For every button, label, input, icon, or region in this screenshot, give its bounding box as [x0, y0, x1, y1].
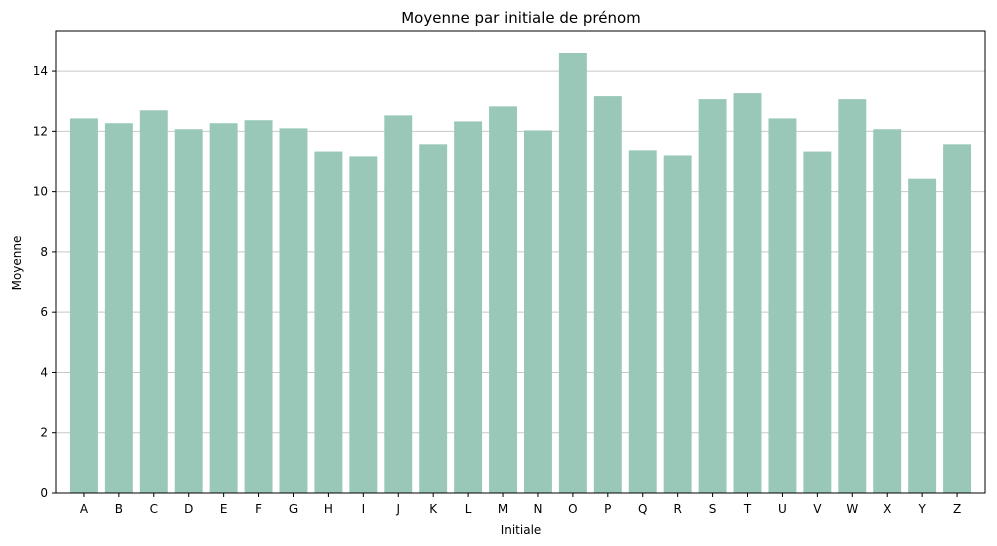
bar-R — [663, 155, 692, 493]
y-tick-label: 8 — [40, 245, 48, 259]
bar-V — [803, 151, 832, 493]
plot-frame — [55, 30, 986, 494]
x-tick-label-S: S — [709, 502, 717, 516]
bar-G — [279, 128, 308, 493]
x-tick-label-V: V — [813, 502, 822, 516]
x-tick-labels: A B C D E F G H I J K L M N O P Q R S T U V W X Y Z — [80, 493, 961, 516]
bar-U — [768, 118, 797, 493]
bar-S — [698, 99, 727, 493]
bar-X — [873, 129, 902, 493]
bar-M — [489, 106, 518, 493]
bar-Q — [628, 150, 657, 493]
y-axis-label: Moyenne — [10, 236, 24, 291]
x-tick-label-Q: Q — [638, 502, 647, 516]
bar-N — [523, 130, 552, 493]
bar-W — [838, 99, 867, 493]
bar-O — [558, 53, 587, 493]
bar-D — [174, 129, 203, 493]
bar-J — [384, 115, 413, 494]
bar-I — [349, 156, 378, 493]
x-tick-label-I: I — [362, 502, 366, 516]
x-tick-label-R: R — [673, 502, 681, 516]
bar-T — [733, 93, 762, 494]
bar-H — [314, 151, 343, 493]
x-tick-label-K: K — [429, 502, 438, 516]
x-tick-label-P: P — [604, 502, 611, 516]
y-tick-label: 0 — [40, 486, 48, 500]
y-tick-label: 12 — [33, 124, 48, 138]
bar-C — [139, 110, 168, 493]
x-axis-label: Initiale — [501, 523, 542, 537]
x-tick-label-E: E — [220, 502, 228, 516]
x-tick-label-W: W — [846, 502, 858, 516]
bar-Z — [943, 144, 972, 493]
y-tick-label: 4 — [40, 365, 48, 379]
x-tick-label-Z: Z — [953, 502, 961, 516]
bars — [69, 53, 972, 494]
x-tick-label-D: D — [184, 502, 193, 516]
x-tick-label-H: H — [324, 502, 333, 516]
x-tick-label-U: U — [778, 502, 787, 516]
chart-title: Moyenne par initiale de prénom — [401, 9, 641, 27]
x-tick-label-M: M — [498, 502, 508, 516]
bar-B — [104, 123, 133, 493]
x-tick-label-A: A — [80, 502, 89, 516]
y-tick-label: 2 — [40, 426, 48, 440]
axes — [55, 30, 986, 494]
bar-F — [244, 120, 273, 494]
bar-A — [69, 118, 98, 493]
x-tick-label-O: O — [568, 502, 577, 516]
x-tick-label-N: N — [533, 502, 542, 516]
bar-L — [454, 121, 483, 494]
bar-E — [209, 123, 238, 493]
x-tick-label-T: T — [743, 502, 752, 516]
bar-Y — [908, 178, 937, 493]
bar-P — [593, 96, 622, 494]
x-tick-label-G: G — [289, 502, 298, 516]
x-tick-label-J: J — [395, 502, 400, 516]
bar-K — [419, 144, 448, 493]
y-tick-labels: 0 2 4 6 8 10 12 14 — [33, 64, 56, 500]
x-tick-label-F: F — [255, 502, 262, 516]
y-tick-label: 6 — [40, 305, 48, 319]
x-tick-label-C: C — [150, 502, 158, 516]
x-tick-label-L: L — [465, 502, 472, 516]
y-tick-label: 14 — [33, 64, 48, 78]
x-tick-label-Y: Y — [917, 502, 926, 516]
y-tick-label: 10 — [33, 185, 48, 199]
x-tick-label-B: B — [115, 502, 123, 516]
x-tick-label-X: X — [883, 502, 891, 516]
